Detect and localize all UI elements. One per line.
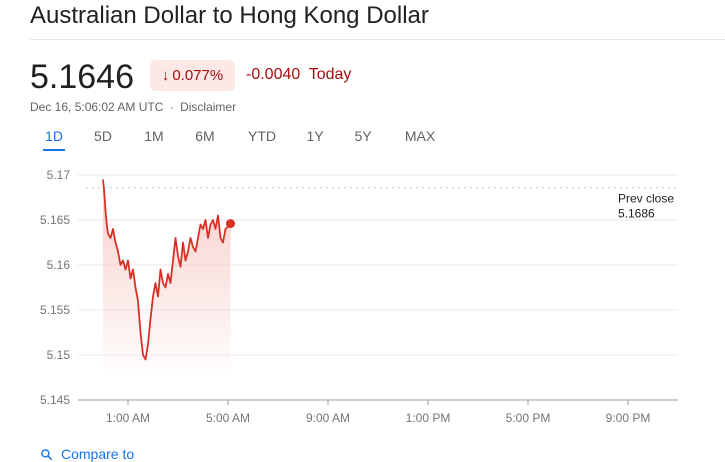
- search-icon: [41, 448, 53, 460]
- x-tick-label: 1:00 PM: [406, 411, 451, 425]
- x-tick-label: 1:00 AM: [106, 411, 150, 425]
- x-tick-label: 5:00 PM: [506, 411, 551, 425]
- tab-1d[interactable]: 1D: [43, 127, 65, 151]
- tab-ytd[interactable]: YTD: [248, 128, 276, 144]
- y-tick-label: 5.15: [47, 348, 71, 362]
- change-period: Today: [308, 66, 352, 83]
- current-price: 5.1646: [30, 58, 134, 96]
- x-tick-label: 5:00 AM: [206, 411, 250, 425]
- change-today: -0.0040 Today: [246, 66, 351, 84]
- y-tick-label: 5.155: [40, 303, 70, 317]
- price-chart[interactable]: 5.17 5.165 5.16 5.155 5.15 5.145 1:00 AM 5:00 A…: [0, 160, 725, 430]
- tab-5d[interactable]: 5D: [94, 128, 112, 144]
- compare-to-button[interactable]: Compare to: [40, 446, 134, 462]
- change-percent-badge: ↓ 0.077%: [150, 60, 235, 91]
- page-title: Australian Dollar to Hong Kong Dollar: [30, 2, 429, 29]
- tab-5y[interactable]: 5Y: [354, 128, 372, 144]
- meta-separator: ·: [169, 100, 174, 114]
- tab-6m[interactable]: 6M: [195, 128, 215, 144]
- disclaimer-link[interactable]: Disclaimer: [180, 100, 237, 114]
- tab-max[interactable]: MAX: [404, 128, 436, 144]
- timestamp: Dec 16, 5:06:02 AM UTC: [30, 100, 164, 114]
- x-tick-label: 9:00 AM: [306, 411, 350, 425]
- prev-close-label: Prev close: [618, 192, 674, 206]
- arrow-down-icon: ↓: [161, 67, 170, 84]
- tab-1y[interactable]: 1Y: [306, 128, 324, 144]
- change-absolute: -0.0040: [246, 66, 301, 83]
- change-percent: 0.077%: [172, 67, 224, 84]
- compare-to-label: Compare to: [61, 446, 135, 462]
- series-line: [102, 179, 232, 361]
- y-tick-label: 5.16: [47, 258, 71, 272]
- y-tick-label: 5.17: [47, 168, 71, 182]
- range-tabs: 1D 5D 1M 6M YTD 1Y 5Y MAX: [0, 127, 470, 151]
- y-tick-label: 5.165: [40, 213, 70, 227]
- series-area: [103, 179, 231, 370]
- x-tick-label: 9:00 PM: [606, 411, 651, 425]
- tab-1m[interactable]: 1M: [144, 128, 164, 144]
- quote-meta: Dec 16, 5:06:02 AM UTC · Disclaimer: [30, 100, 236, 114]
- prev-close-value: 5.1686: [618, 207, 655, 221]
- current-point-marker: [226, 219, 235, 229]
- y-tick-label: 5.145: [40, 393, 70, 407]
- header-divider: [30, 39, 725, 40]
